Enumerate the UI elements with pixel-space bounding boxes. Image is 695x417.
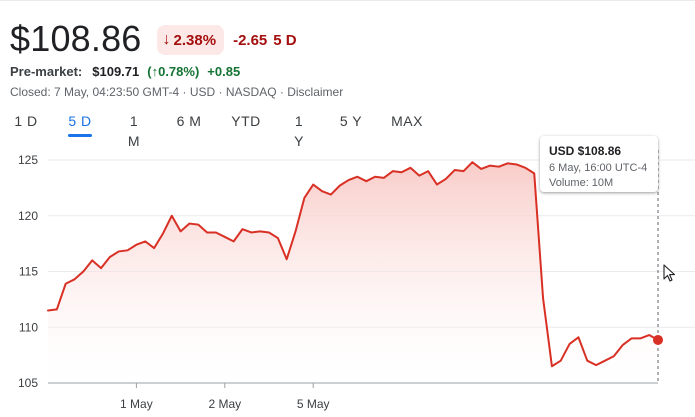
tab-ytd[interactable]: YTD xyxy=(231,113,261,129)
y-tick-label: 115 xyxy=(19,265,38,279)
tab-1y[interactable]: 1 Y xyxy=(294,113,304,149)
current-price: $108.86 xyxy=(10,18,142,59)
arrow-down-icon: ↓ xyxy=(162,31,171,48)
tooltip-price: USD $108.86 xyxy=(549,144,622,158)
tab-1m[interactable]: 1 M xyxy=(127,113,141,149)
change-period: 5 D xyxy=(273,31,297,49)
premarket-percent: (↑0.78%) xyxy=(147,64,200,79)
premarket-price: $109.71 xyxy=(92,64,140,79)
x-tick-label: 1 May xyxy=(120,397,153,411)
tab-6m[interactable]: 6 M xyxy=(176,113,202,129)
tooltip-date: 6 May, 16:00 UTC-4 xyxy=(549,162,648,174)
price-row: $108.86 ↓ 2.38% -2.65 5 D xyxy=(10,18,297,60)
premarket-change: +0.85 xyxy=(207,64,241,79)
y-tick-label: 110 xyxy=(19,320,38,334)
x-tick-label: 2 May xyxy=(208,397,241,411)
x-tick-label: 5 May xyxy=(297,397,330,411)
tab-5y[interactable]: 5 Y xyxy=(339,113,363,129)
tab-5d[interactable]: 5 D xyxy=(68,111,92,137)
premarket-label: Pre-market: xyxy=(10,64,83,79)
change-absolute: -2.65 xyxy=(233,31,268,49)
price-chart-svg[interactable]: 105 110 115 120 125 1 May 2 May 5 May xyxy=(0,130,695,417)
tab-1d[interactable]: 1 D xyxy=(14,113,38,129)
premarket-row: Pre-market: $109.71 (↑0.78%) +0.85 xyxy=(10,64,240,79)
divider xyxy=(0,0,695,1)
y-tick-label: 120 xyxy=(18,209,38,223)
tab-max[interactable]: MAX xyxy=(391,113,423,129)
market-status: Closed: 7 May, 04:23:50 GMT-4 · USD · NA… xyxy=(10,85,344,99)
price-chart[interactable]: 105 110 115 120 125 1 May 2 May 5 May xyxy=(0,130,695,417)
y-tick-label: 105 xyxy=(18,376,38,390)
hover-point-marker xyxy=(653,334,663,345)
mouse-cursor-icon xyxy=(663,264,676,282)
price-line xyxy=(47,161,659,368)
change-percent: 2.38% xyxy=(173,31,217,49)
change-percent-badge: ↓ 2.38% xyxy=(156,25,225,55)
y-tick-label: 125 xyxy=(18,153,38,167)
tooltip-volume: Volume: 10M xyxy=(549,177,614,189)
price-area-fill xyxy=(48,162,658,383)
range-tabs: 1 D 5 D 1 M 6 M YTD 1 Y 5 Y MAX xyxy=(14,111,424,149)
price-tooltip: USD $108.86 6 May, 16:00 UTC-4 Volume: 1… xyxy=(540,136,658,192)
